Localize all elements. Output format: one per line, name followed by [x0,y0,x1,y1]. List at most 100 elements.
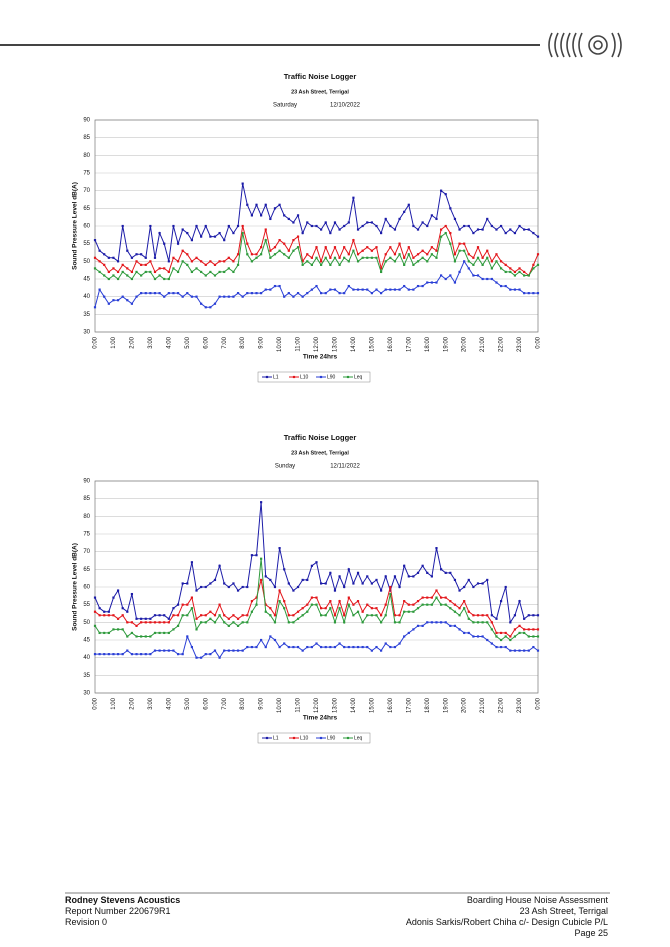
point-marker [412,628,415,631]
point-marker [292,249,295,252]
report-number: Report Number 220679R1 [65,906,171,916]
point-marker [283,600,286,603]
point-marker [310,263,313,266]
point-marker [486,256,489,259]
point-marker [213,263,217,266]
point-marker [250,260,253,263]
point-marker [467,631,470,635]
point-marker [430,603,433,606]
point-marker [190,561,194,564]
point-marker [370,649,373,652]
point-marker [384,603,387,606]
point-marker [135,295,138,298]
point-marker [246,621,249,624]
point-marker [518,649,521,652]
point-marker [384,288,387,291]
point-marker [458,589,461,592]
point-marker [260,253,263,256]
point-marker [296,585,300,589]
point-marker [232,270,235,274]
point-marker [278,284,281,288]
x-tick-label: 21:00 [480,336,486,352]
point-marker [523,631,526,635]
x-tick-label: 22:00 [499,336,505,352]
point-marker [130,592,134,596]
legend-label: L10 [300,374,309,380]
point-marker [439,596,443,599]
point-marker [176,614,180,617]
point-marker [315,596,318,599]
logo [548,32,622,58]
point-marker [513,274,517,277]
point-marker [287,645,290,649]
x-tick-label: 22:00 [499,697,505,713]
point-marker [292,621,295,624]
point-marker [499,224,503,228]
point-marker [324,607,327,610]
point-marker [195,628,198,631]
point-marker [241,224,244,228]
point-marker [176,260,180,263]
point-marker [523,649,526,652]
point-marker [324,645,327,649]
point-marker [209,260,212,263]
legend-label: Leq [354,735,363,741]
point-marker [190,645,194,649]
point-marker [310,596,313,599]
point-marker [93,267,97,270]
point-marker [504,645,507,649]
point-marker [213,614,217,617]
day: Saturday [273,103,297,109]
point-marker [269,614,272,617]
legend-box [257,732,371,744]
point-marker [144,263,147,266]
point-marker [453,603,457,606]
point-marker [536,235,540,238]
point-marker [435,217,438,221]
point-marker [112,256,115,259]
x-tick-label: 7:00 [222,336,228,348]
point-marker [439,603,443,606]
point-marker [246,614,249,617]
point-marker [181,614,184,617]
point-marker [435,256,438,259]
y-tick-label: 90 [83,479,90,485]
y-tick-label: 70 [83,188,90,194]
point-marker [333,645,337,649]
point-marker [292,645,295,649]
point-marker [490,277,493,281]
point-marker [264,228,267,231]
point-marker [347,284,350,288]
point-marker [412,256,415,259]
point-marker [264,603,267,606]
point-marker [407,631,410,635]
point-marker [338,575,341,578]
point-marker [98,607,101,610]
point-marker [287,292,290,295]
y-tick-label: 40 [83,655,90,661]
point-marker [320,607,323,610]
point-marker [315,246,318,249]
point-marker [361,249,364,252]
point-marker [126,610,129,613]
point-marker [255,253,258,256]
point-marker [301,607,304,610]
point-marker [121,653,124,656]
point-marker [204,274,207,277]
point-marker [356,253,360,256]
point-marker [98,288,101,291]
x-tick-label: 10:00 [277,336,283,352]
point-marker [278,600,281,603]
point-marker [375,288,378,291]
x-tick-label: 0:00 [93,697,99,709]
point-marker [176,270,180,274]
point-marker [509,635,512,638]
point-marker [398,642,401,645]
point-marker [536,253,540,256]
point-marker [486,638,489,642]
point-marker [103,253,106,256]
point-marker [232,260,235,263]
point-marker [370,256,373,259]
point-marker [296,235,300,238]
point-marker [227,585,230,589]
